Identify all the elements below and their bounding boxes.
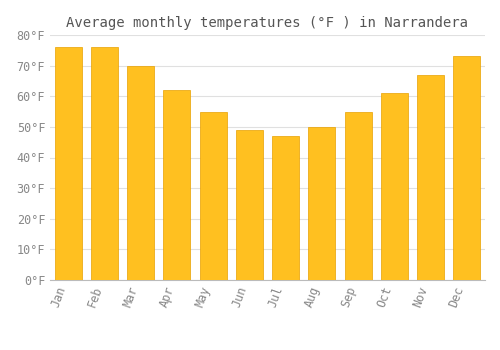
Title: Average monthly temperatures (°F ) in Narrandera: Average monthly temperatures (°F ) in Na… <box>66 16 468 30</box>
Bar <box>381 93 408 280</box>
Bar <box>308 127 336 280</box>
Bar <box>344 112 372 280</box>
Bar <box>454 56 480 280</box>
Bar <box>127 66 154 280</box>
Bar <box>91 47 118 280</box>
Bar <box>236 130 263 280</box>
Bar <box>54 47 82 280</box>
Bar <box>200 112 226 280</box>
Bar <box>164 90 190 280</box>
Bar <box>272 136 299 280</box>
Bar <box>417 75 444 280</box>
